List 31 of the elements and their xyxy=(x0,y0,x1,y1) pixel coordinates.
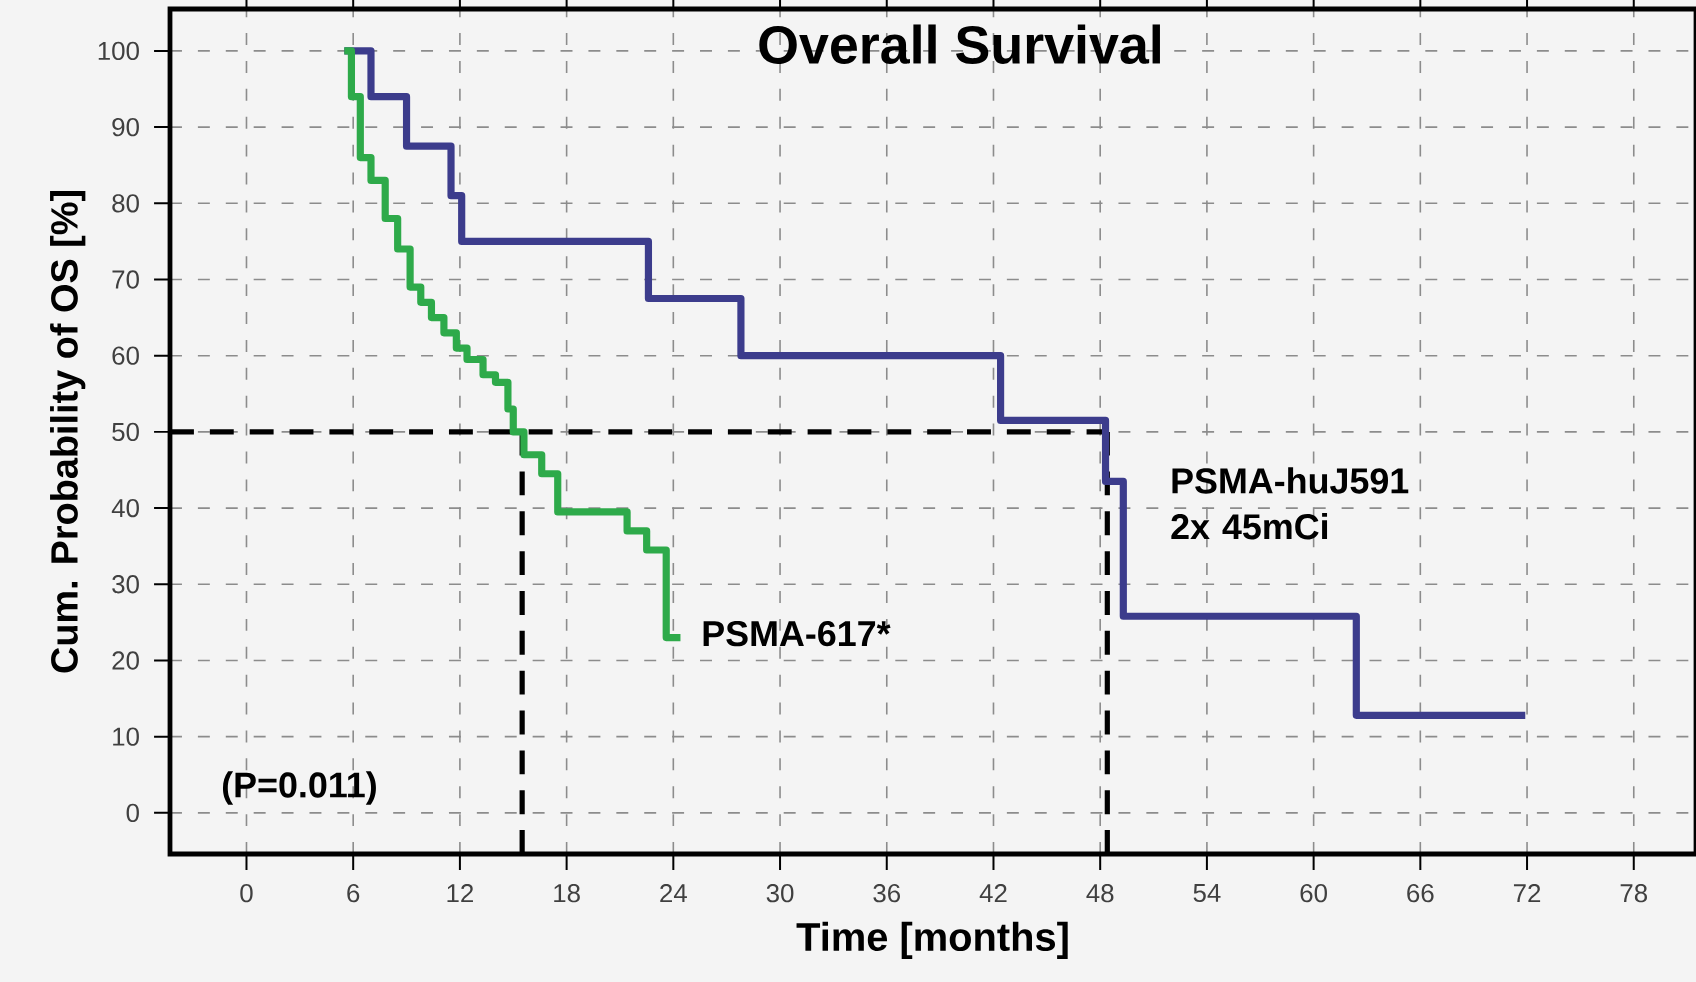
x-axis-title: Time [months] xyxy=(796,921,1068,959)
chart-title: Overall Survival xyxy=(759,24,1160,64)
x-tick-label: 54 xyxy=(1193,884,1221,903)
y-tick-label: 50 xyxy=(112,422,139,442)
x-tick-label: 6 xyxy=(347,884,360,903)
y-tick-label: 60 xyxy=(112,346,139,365)
x-tick-label: 12 xyxy=(447,884,473,903)
x-tick-label: 42 xyxy=(979,884,1007,903)
y-tick-label: 40 xyxy=(111,498,139,518)
x-tick-label: 66 xyxy=(1407,884,1434,903)
y-tick-label: 20 xyxy=(112,651,139,670)
y-tick-label: 0 xyxy=(126,803,139,823)
x-tick-label: 36 xyxy=(873,884,901,903)
y-tick-label: 80 xyxy=(112,194,139,213)
x-tick-label: 18 xyxy=(554,884,580,903)
y-tick-label: 90 xyxy=(112,117,139,137)
y-tick-label: 10 xyxy=(113,727,139,746)
annotation: (P=0.011) xyxy=(222,771,376,805)
x-tick-label: 30 xyxy=(766,884,794,903)
x-tick-label: 24 xyxy=(660,884,687,903)
x-tick-label: 48 xyxy=(1086,884,1114,903)
series-label: PSMA-617* xyxy=(703,620,891,647)
y-tick-label: 100 xyxy=(98,41,139,61)
x-tick-label: 72 xyxy=(1513,884,1541,903)
y-tick-label: 70 xyxy=(112,270,139,289)
x-tick-label: 0 xyxy=(240,884,253,903)
x-tick-label: 78 xyxy=(1620,884,1648,903)
y-axis-title: Cum. Probability of OS [%] xyxy=(50,191,86,673)
series-label: PSMA-huJ591 2x 45mCi xyxy=(1171,467,1409,540)
y-tick-label: 30 xyxy=(112,575,139,594)
x-tick-label: 60 xyxy=(1300,884,1327,903)
